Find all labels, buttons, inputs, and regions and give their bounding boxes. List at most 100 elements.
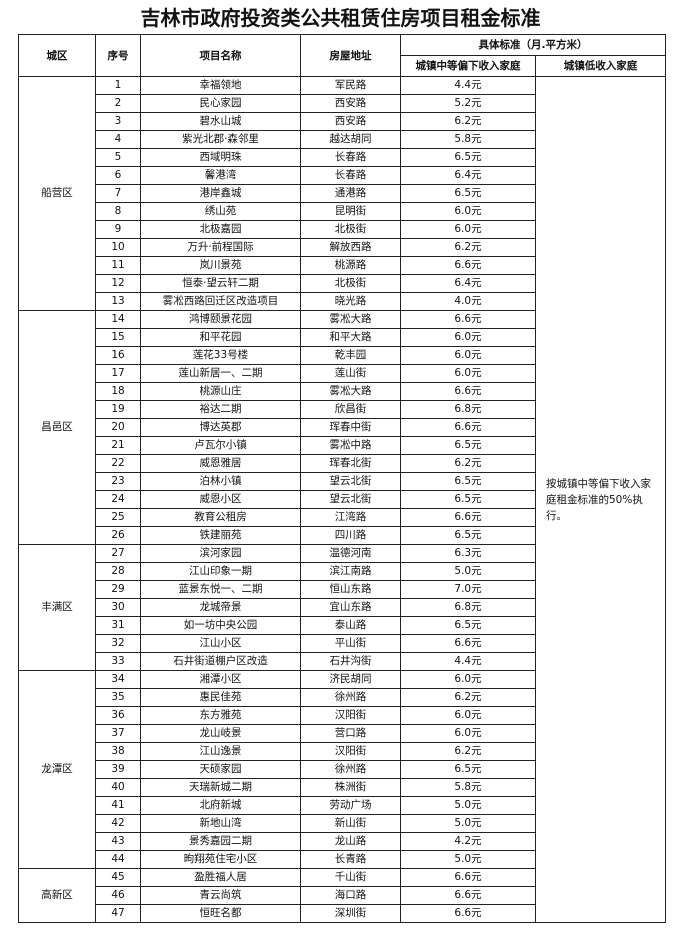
address-cell: 越达胡同 <box>300 130 401 149</box>
table-row: 龙潭区 34 湘潭小区 济民胡同 6.0元 <box>18 670 666 869</box>
project-cell: 威恩小区 <box>140 490 301 509</box>
rent-cell: 6.5元 <box>400 490 536 509</box>
address-cell: 新山街 <box>300 814 401 833</box>
header-cell: 房屋地址 <box>300 34 401 77</box>
no-cell: 32 <box>95 634 141 653</box>
address-cell: 四川路 <box>300 526 401 545</box>
project-cell: 和平花园 <box>140 328 301 347</box>
table-body: 船营区 1 幸福领地 军民路 4.4元 按城镇中等偏下收入家庭租金标准的50%执行。 2 民心… <box>18 76 666 923</box>
rent-cell: 6.5元 <box>400 760 536 779</box>
rent-cell: 6.2元 <box>400 742 536 761</box>
project-cell: 惠民佳苑 <box>140 688 301 707</box>
rent-cell: 6.0元 <box>400 670 536 689</box>
rent-cell: 6.6元 <box>400 382 536 401</box>
project-cell: 江山印象一期 <box>140 562 301 581</box>
no-cell: 15 <box>95 328 141 347</box>
no-cell: 38 <box>95 742 141 761</box>
address-cell: 雾凇中路 <box>300 436 401 455</box>
address-cell: 莲山街 <box>300 364 401 383</box>
no-cell: 3 <box>95 112 141 131</box>
district-cell: 昌邑区 <box>18 310 96 545</box>
rent-cell: 6.5元 <box>400 472 536 491</box>
no-cell: 1 <box>95 76 141 95</box>
no-cell: 18 <box>95 382 141 401</box>
rent-cell: 6.0元 <box>400 220 536 239</box>
address-cell: 西安路 <box>300 94 401 113</box>
project-cell: 幸福领地 <box>140 76 301 95</box>
table-row: 10 万升·前程国际 解放西路 6.2元 <box>19 238 666 257</box>
table-row: 44 昫翔苑住宅小区 长青路 5.0元 <box>19 850 666 869</box>
rent-cell: 5.2元 <box>400 94 536 113</box>
no-cell: 5 <box>95 148 141 167</box>
project-cell: 天瑞新城二期 <box>140 778 301 797</box>
project-cell: 江山逸景 <box>140 742 301 761</box>
table-row: 11 岚川景苑 桃源路 6.6元 <box>19 256 666 275</box>
table-row: 15 和平花园 和平大路 6.0元 <box>19 328 666 347</box>
title: 吉林市政府投资类公共租赁住房项目租金标准 <box>140 6 541 30</box>
table-row: 23 泊林小镇 望云北街 6.5元 <box>19 472 666 491</box>
table-row: 36 东方雅苑 汉阳街 6.0元 <box>19 706 666 725</box>
address-cell: 西安路 <box>300 112 401 131</box>
table-row: 31 如一坊中央公园 泰山路 6.5元 <box>19 616 666 635</box>
table-row: 12 恒泰·望云轩二期 北极街 6.4元 <box>19 274 666 293</box>
address-cell: 石井沟街 <box>300 652 401 671</box>
project-cell: 新地山湾 <box>140 814 301 833</box>
rent-cell: 5.0元 <box>400 814 536 833</box>
table-row: 24 威恩小区 望云北街 6.5元 <box>19 490 666 509</box>
district-cell: 船营区 <box>18 76 96 311</box>
no-cell: 41 <box>95 796 141 815</box>
address-cell: 深圳街 <box>300 904 401 923</box>
table-row: 9 北极嘉园 北极街 6.0元 <box>19 220 666 239</box>
address-cell: 长青路 <box>300 850 401 869</box>
address-cell: 北极街 <box>300 274 401 293</box>
project-cell: 民心家园 <box>140 94 301 113</box>
address-cell: 济民胡同 <box>300 670 401 689</box>
rent-cell: 6.6元 <box>400 256 536 275</box>
project-cell: 湘潭小区 <box>140 670 301 689</box>
no-cell: 16 <box>95 346 141 365</box>
project-cell: 铁建丽苑 <box>140 526 301 545</box>
project-cell: 江山小区 <box>140 634 301 653</box>
header-cell: 城区 <box>18 34 96 77</box>
project-cell: 博达英郡 <box>140 418 301 437</box>
address-cell: 汉阳街 <box>300 706 401 725</box>
no-cell: 21 <box>95 436 141 455</box>
table-row: 37 龙山岐景 营口路 6.0元 <box>19 724 666 743</box>
address-cell: 宜山东路 <box>300 598 401 617</box>
no-cell: 24 <box>95 490 141 509</box>
no-cell: 12 <box>95 274 141 293</box>
project-cell: 北府新城 <box>140 796 301 815</box>
project-cell: 卢瓦尔小镇 <box>140 436 301 455</box>
project-cell: 石井街道棚户区改造 <box>140 652 301 671</box>
rent-cell: 6.6元 <box>400 634 536 653</box>
rent-cell: 6.6元 <box>400 310 536 329</box>
no-cell: 47 <box>95 904 141 923</box>
no-cell: 35 <box>95 688 141 707</box>
no-cell: 27 <box>95 544 141 563</box>
rent-cell: 6.5元 <box>400 148 536 167</box>
table-row: 25 教育公租房 江湾路 6.6元 <box>19 508 666 527</box>
table-row: 30 龙城帝景 宜山东路 6.8元 <box>19 598 666 617</box>
rent-cell: 5.8元 <box>400 778 536 797</box>
address-cell: 北极街 <box>300 220 401 239</box>
project-cell: 泊林小镇 <box>140 472 301 491</box>
rent-cell: 4.4元 <box>400 652 536 671</box>
no-cell: 13 <box>95 292 141 311</box>
address-cell: 平山街 <box>300 634 401 653</box>
rent-cell: 6.6元 <box>400 886 536 905</box>
project-cell: 雾凇西路回迁区改造项目 <box>140 292 301 311</box>
project-cell: 鸿博颐景花园 <box>140 310 301 329</box>
project-cell: 青云尚筑 <box>140 886 301 905</box>
project-cell: 西域明珠 <box>140 148 301 167</box>
header-cell: 具体标准（月.平方米） <box>400 34 666 56</box>
rent-cell: 6.6元 <box>400 868 536 887</box>
header-cell: 城镇中等偏下收入家庭 <box>400 55 536 77</box>
no-cell: 20 <box>95 418 141 437</box>
project-cell: 教育公租房 <box>140 508 301 527</box>
rent-cell: 6.0元 <box>400 328 536 347</box>
rent-cell: 6.0元 <box>400 724 536 743</box>
project-cell: 东方雅苑 <box>140 706 301 725</box>
no-cell: 43 <box>95 832 141 851</box>
table-row: 39 天硕家园 徐州路 6.5元 <box>19 760 666 779</box>
